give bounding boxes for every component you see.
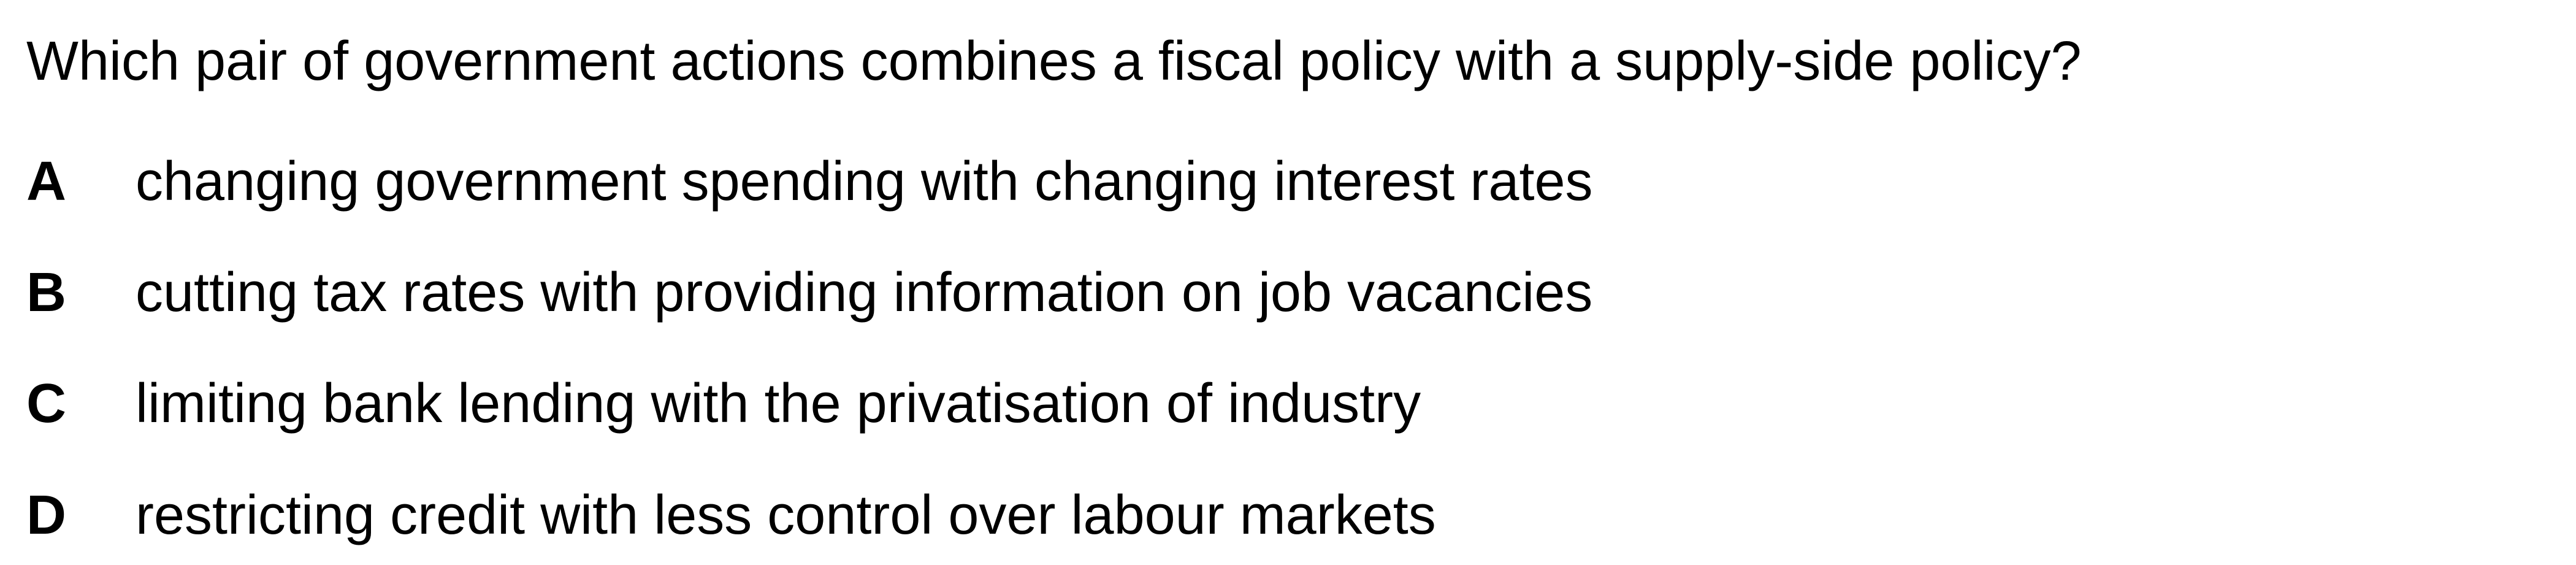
option-letter: C	[26, 373, 66, 434]
option-text: limiting bank lending with the privatisa…	[136, 373, 1421, 434]
question-stem: Which pair of government actions combine…	[26, 31, 2082, 92]
option-letter: B	[26, 262, 66, 323]
option-text: restricting credit with less control ove…	[136, 485, 1436, 546]
option-letter: D	[26, 485, 66, 546]
option-text: changing government spending with changi…	[136, 151, 1593, 212]
option-letter: A	[26, 151, 66, 212]
option-text: cutting tax rates with providing informa…	[136, 262, 1593, 323]
